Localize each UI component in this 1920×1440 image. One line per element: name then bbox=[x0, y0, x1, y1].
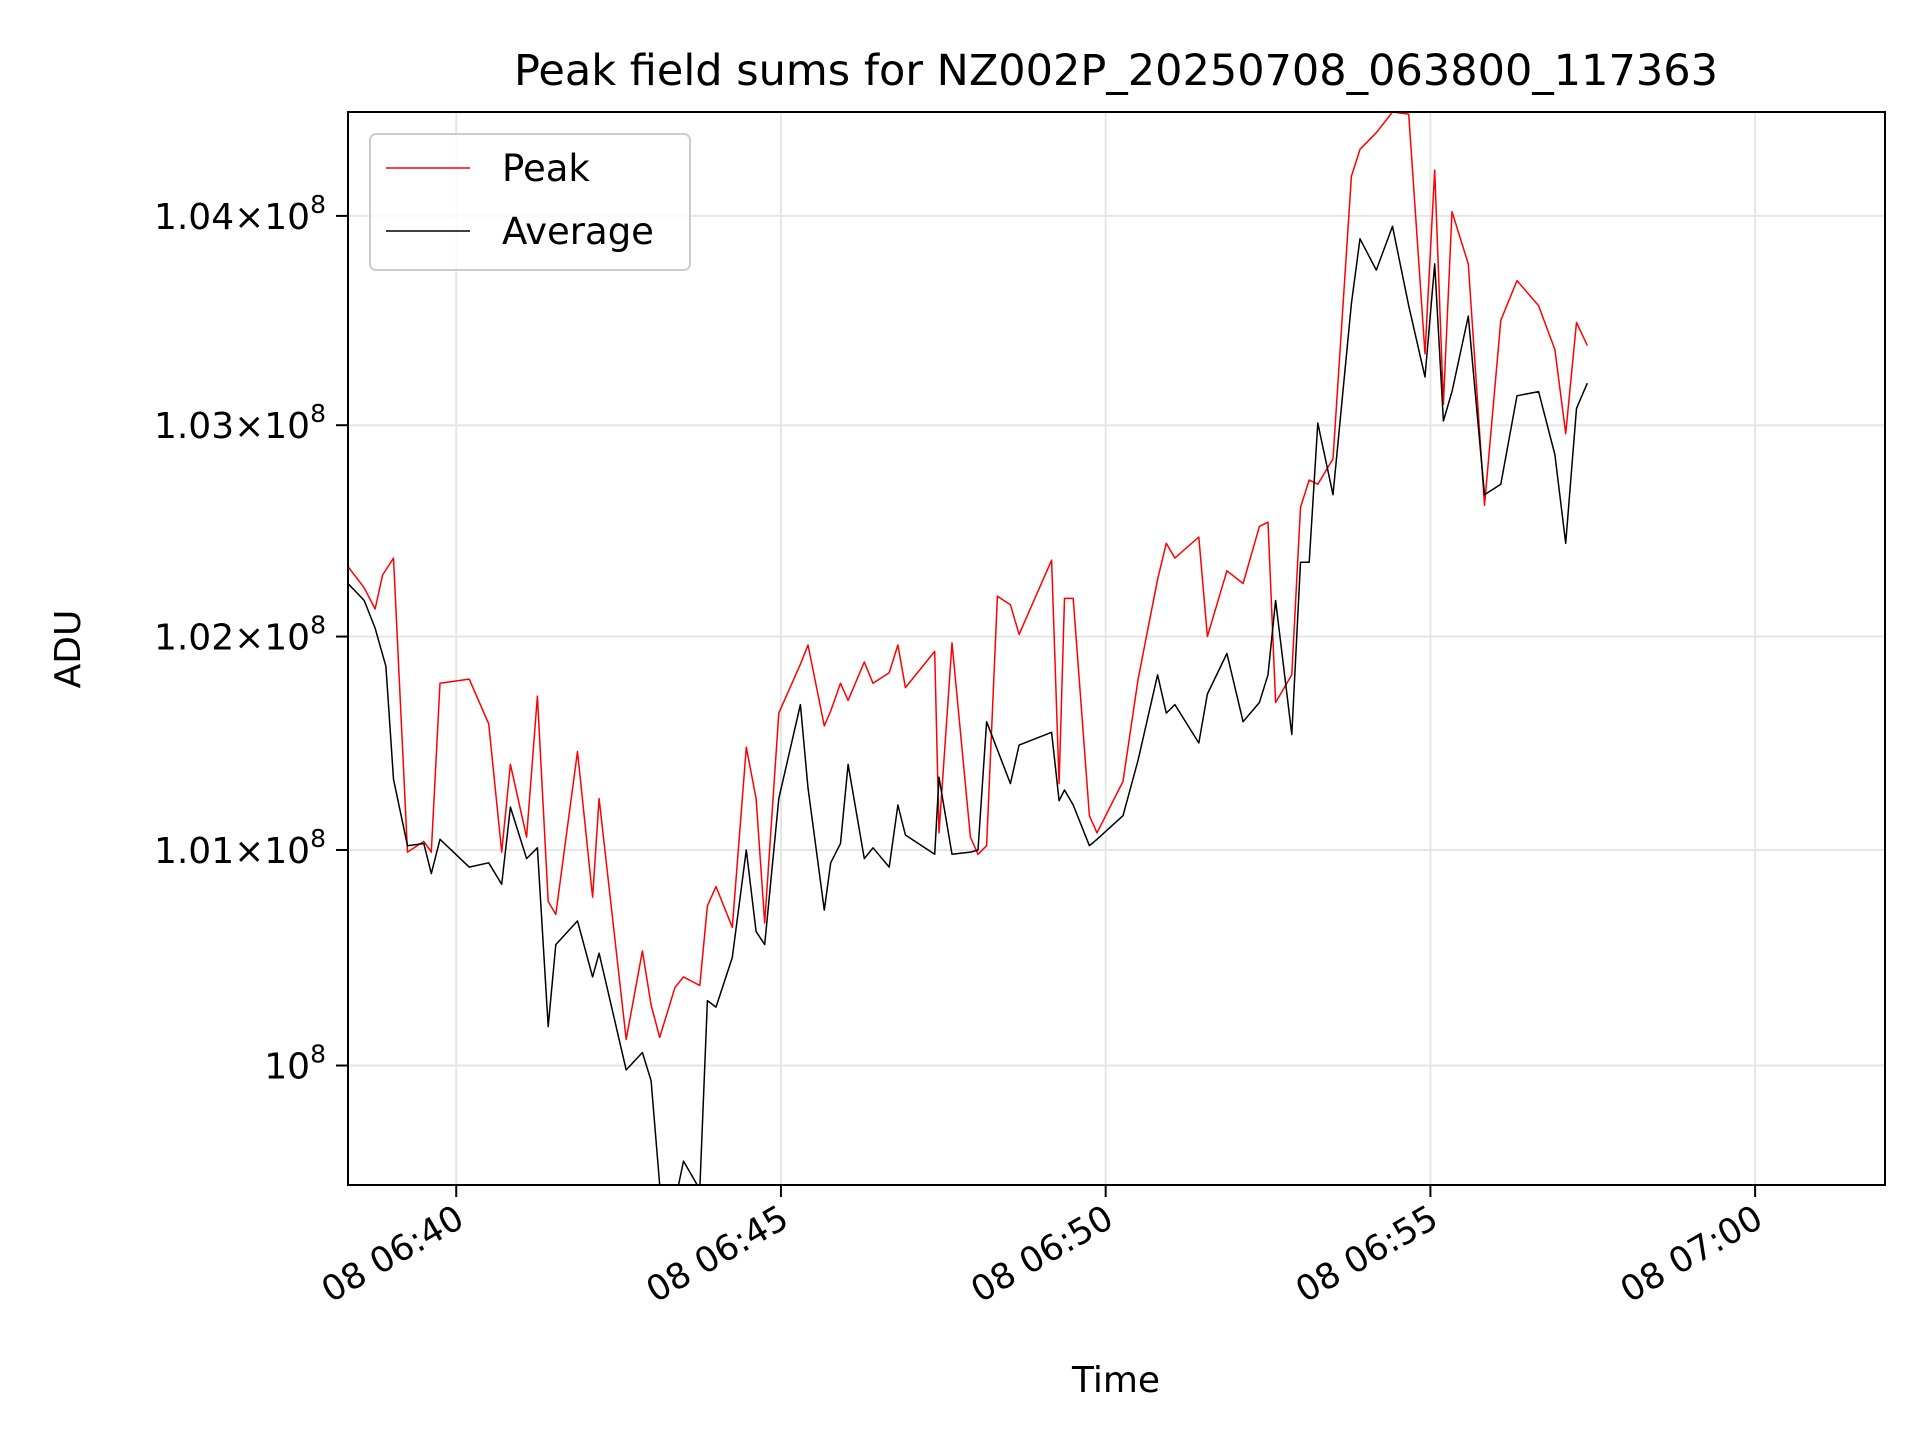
y-tick-label: 1.04×108 bbox=[154, 190, 326, 238]
y-tick-label: 1.03×108 bbox=[154, 399, 326, 447]
y-axis: 108 1.01×108 1.02×108 1.03×108 1.04×108 bbox=[154, 190, 348, 1088]
legend-label-peak: Peak bbox=[502, 147, 590, 190]
x-axis-label: Time bbox=[1071, 1360, 1160, 1401]
y-tick-label: 1.02×108 bbox=[154, 611, 326, 659]
grid bbox=[348, 112, 1885, 1185]
series-average bbox=[348, 225, 1588, 1185]
chart-title: Peak field sums for NZ002P_20250708_0638… bbox=[514, 46, 1718, 96]
series-layer bbox=[348, 112, 1588, 1185]
y-tick-label: 108 bbox=[264, 1040, 326, 1088]
legend-label-average: Average bbox=[502, 210, 654, 253]
plot-frame bbox=[347, 111, 1886, 1186]
y-axis-label: ADU bbox=[48, 610, 89, 689]
legend: Peak Average bbox=[369, 133, 691, 271]
y-tick-label: 1.01×108 bbox=[154, 824, 326, 872]
series-line-average bbox=[348, 225, 1588, 1185]
